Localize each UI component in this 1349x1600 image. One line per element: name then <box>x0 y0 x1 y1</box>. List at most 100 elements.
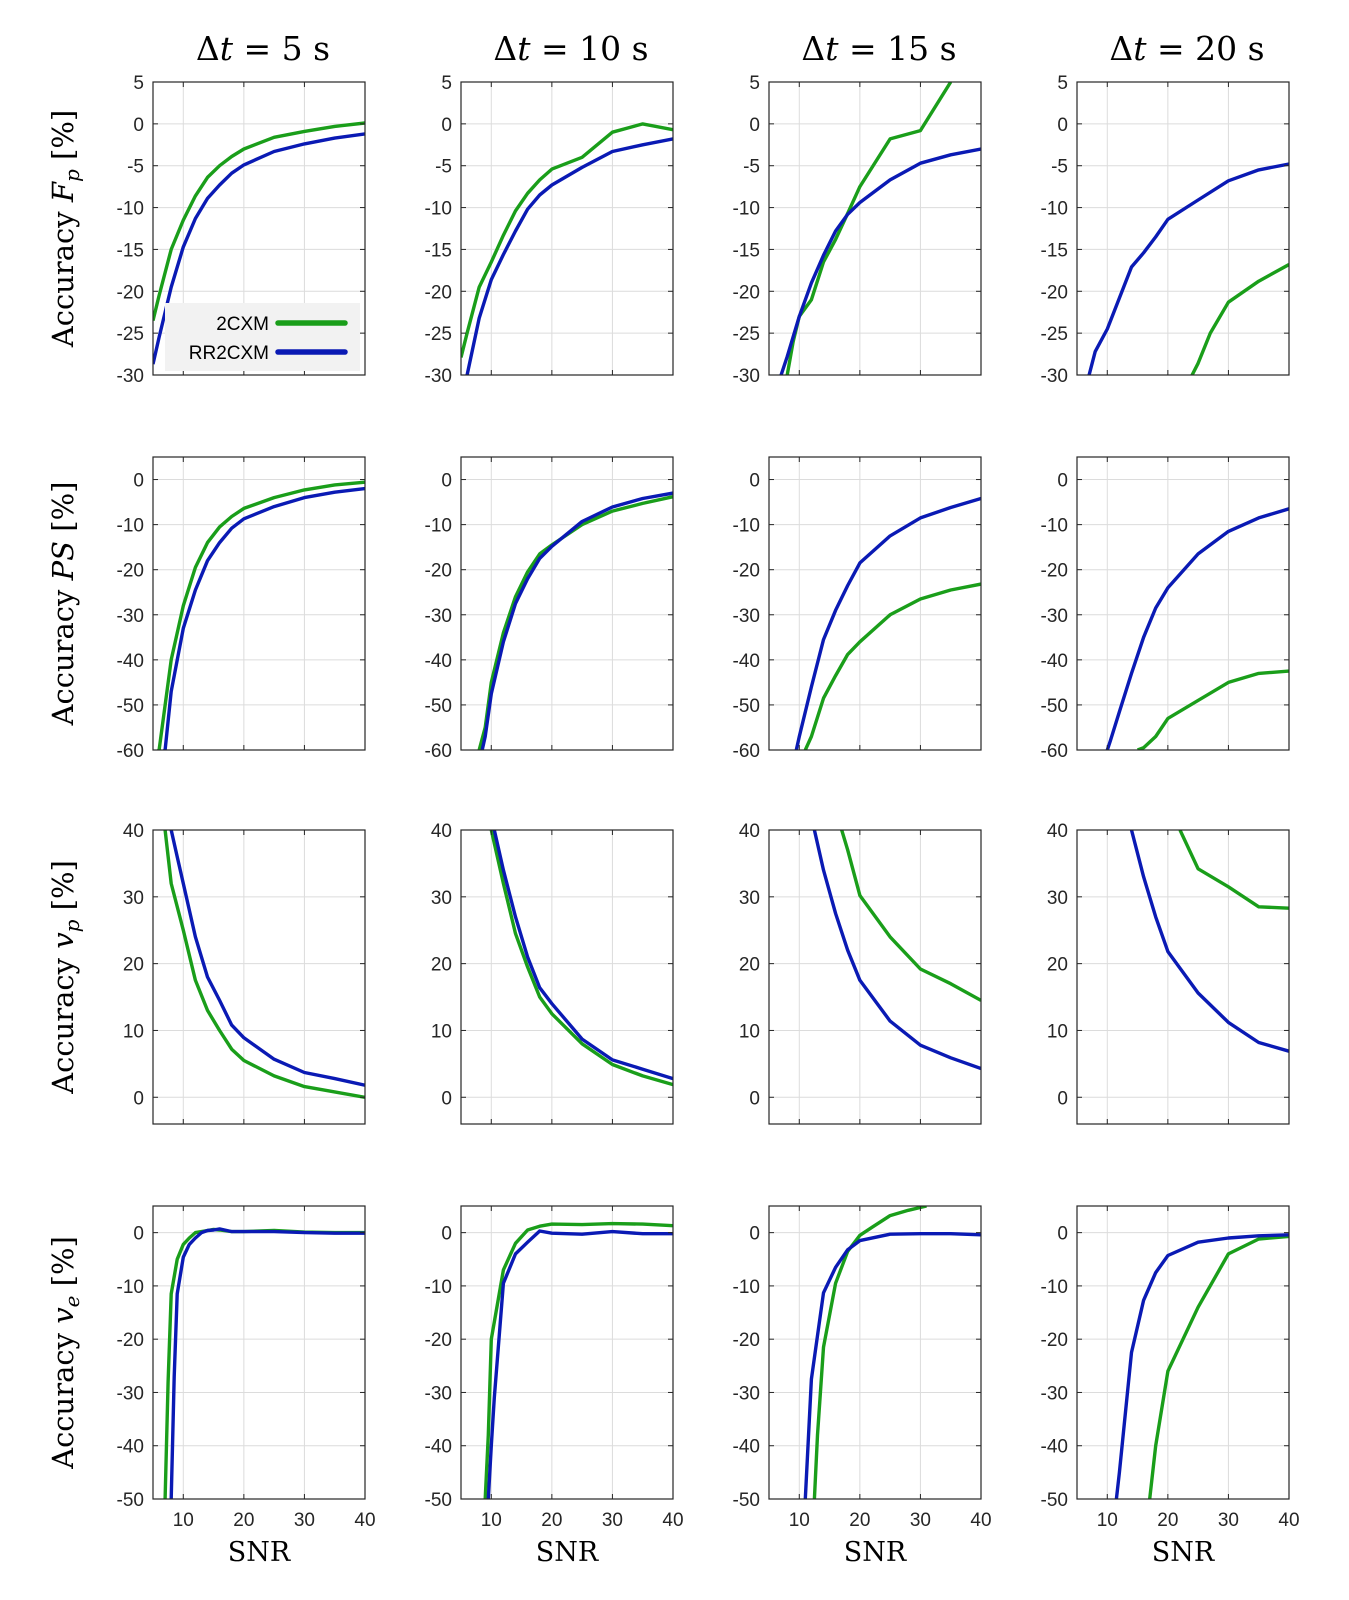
y-tick-label: 20 <box>431 955 452 976</box>
x-tick-label: 10 <box>789 1510 810 1531</box>
series-line-2cxm <box>1190 263 1289 375</box>
y-tick-label: -50 <box>117 1490 144 1511</box>
y-tick-label: 0 <box>1057 115 1068 136</box>
y-tick-label: -15 <box>733 240 760 261</box>
y-tick-label: 30 <box>739 888 760 909</box>
y-tick-label: -30 <box>1041 366 1068 387</box>
x-tick-label: 20 <box>233 1510 254 1531</box>
grid-layer <box>153 81 1290 1500</box>
x-tick-label: 20 <box>849 1510 870 1531</box>
y-tick-label: 40 <box>431 821 452 842</box>
x-tick-label: 20 <box>541 1510 562 1531</box>
y-tick-label: 10 <box>123 1021 144 1042</box>
y-tick-label: -50 <box>425 696 452 717</box>
y-axis-label: Accuracy Fp [%] <box>46 110 84 348</box>
y-tick-label: -60 <box>117 741 144 762</box>
y-tick-label: 0 <box>441 115 452 136</box>
y-tick-label: -10 <box>733 516 760 537</box>
legend-layer: 2CXM RR2CXM <box>165 303 360 371</box>
y-tick-label: 5 <box>749 73 760 94</box>
y-axis-label: Accuracy vp [%] <box>46 860 84 1095</box>
y-tick-label: 0 <box>1057 471 1068 492</box>
y-tick-label: -40 <box>1041 651 1068 672</box>
panel-frame <box>460 1205 674 1500</box>
y-tick-label: 0 <box>133 471 144 492</box>
y-tick-label: 0 <box>133 115 144 136</box>
x-tick-label: 10 <box>173 1510 194 1531</box>
series-line-rr2cxm <box>480 491 673 750</box>
y-tick-label: -10 <box>733 1277 760 1298</box>
y-tick-label: -5 <box>435 157 452 178</box>
y-tick-label: 40 <box>1047 821 1068 842</box>
x-tick-label: 10 <box>1097 1510 1118 1531</box>
x-tick-label: 30 <box>294 1510 315 1531</box>
x-tick-label: 30 <box>602 1510 623 1531</box>
panel-frame <box>460 81 674 376</box>
series-line-rr2cxm <box>1129 830 1289 1053</box>
series-line-rr2cxm <box>464 137 673 375</box>
y-tick-label: -30 <box>1041 606 1068 627</box>
series-line-2cxm <box>803 582 981 750</box>
y-tick-label: 0 <box>749 1088 760 1109</box>
series-line-2cxm <box>163 830 365 1099</box>
y-tick-label: 0 <box>133 1088 144 1109</box>
column-title: Δt = 20 s <box>1109 29 1264 68</box>
series-line-2cxm <box>840 830 981 1002</box>
y-tick-label: 0 <box>441 1088 452 1109</box>
y-tick-label: -20 <box>425 561 452 582</box>
series-layer <box>153 82 1289 1499</box>
y-tick-label: -40 <box>425 1437 452 1458</box>
y-tick-label: -30 <box>425 1383 452 1404</box>
y-tick-label: 30 <box>431 888 452 909</box>
panel-frame <box>1076 81 1290 376</box>
series-line-rr2cxm <box>779 147 981 375</box>
panel-frame <box>768 81 982 376</box>
x-tick-label: 30 <box>1218 1510 1239 1531</box>
series-line-rr2cxm <box>812 830 981 1071</box>
y-tick-label: 20 <box>1047 955 1068 976</box>
y-tick-label: -40 <box>425 651 452 672</box>
y-tick-label: 0 <box>1057 1224 1068 1245</box>
series-line-2cxm <box>812 1206 927 1499</box>
y-tick-label: -60 <box>733 741 760 762</box>
legend-box <box>165 303 360 371</box>
x-axis-label: SNR <box>228 1537 291 1568</box>
series-line-2cxm <box>156 480 365 750</box>
y-tick-label: 0 <box>749 1224 760 1245</box>
y-tick-label: -50 <box>733 696 760 717</box>
y-tick-label: -25 <box>1041 324 1068 345</box>
series-line-rr2cxm <box>153 132 365 365</box>
y-tick-label: -20 <box>117 282 144 303</box>
panel-frame <box>768 456 982 751</box>
y-tick-label: -5 <box>743 157 760 178</box>
y-tick-label: -20 <box>425 282 452 303</box>
y-tick-label: -40 <box>117 651 144 672</box>
y-axis-label: Accuracy PS [%] <box>46 482 80 727</box>
y-tick-label: -15 <box>425 240 452 261</box>
series-line-rr2cxm <box>1087 162 1289 375</box>
series-line-2cxm <box>1136 669 1289 750</box>
panel-frame <box>1076 829 1290 1125</box>
y-tick-label: -25 <box>425 324 452 345</box>
legend-label-2cxm: 2CXM <box>216 314 269 335</box>
y-tick-label: -30 <box>117 606 144 627</box>
y-tick-label: -10 <box>117 1277 144 1298</box>
y-tick-label: 40 <box>123 821 144 842</box>
x-tick-label: 40 <box>1278 1510 1299 1531</box>
series-line-rr2cxm <box>162 486 365 750</box>
y-tick-label: 0 <box>749 471 760 492</box>
y-tick-label: -30 <box>117 366 144 387</box>
y-tick-label: -40 <box>117 1437 144 1458</box>
y-tick-label: 40 <box>739 821 760 842</box>
y-tick-label: -40 <box>733 651 760 672</box>
y-tick-label: -20 <box>1041 282 1068 303</box>
y-tick-label: 0 <box>1057 1088 1068 1109</box>
y-tick-label: -60 <box>1041 741 1068 762</box>
y-tick-label: -30 <box>425 366 452 387</box>
panel-frame <box>152 456 366 751</box>
x-axis-label: SNR <box>1152 1537 1215 1568</box>
series-line-2cxm <box>1148 1234 1289 1499</box>
y-tick-label: -50 <box>425 1490 452 1511</box>
series-line-2cxm <box>1178 830 1289 910</box>
